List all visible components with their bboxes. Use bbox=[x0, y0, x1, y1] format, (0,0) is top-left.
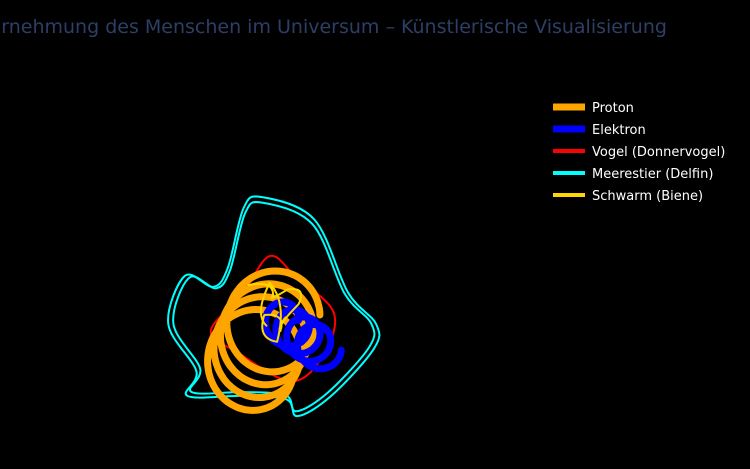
chart-title: Wahrnehmung des Menschen im Universum – … bbox=[0, 16, 667, 38]
legend-label: Schwarm (Biene) bbox=[592, 189, 703, 204]
series-schwarm-biene-line bbox=[247, 281, 303, 343]
legend-item-schwarm-biene[interactable]: Schwarm (Biene) bbox=[553, 189, 703, 204]
legend-item-meerestier-delfin[interactable]: Meerestier (Delfin) bbox=[553, 167, 713, 182]
legend-item-vogel-donnervogel[interactable]: Vogel (Donnervogel) bbox=[553, 145, 725, 160]
legend-label: Elektron bbox=[592, 123, 646, 138]
plot-area bbox=[167, 195, 381, 418]
legend-label: Vogel (Donnervogel) bbox=[592, 145, 725, 160]
legend-label: Meerestier (Delfin) bbox=[592, 167, 713, 182]
legend-item-proton[interactable]: Proton bbox=[553, 101, 634, 116]
series-meerestier-delfin-line-outer bbox=[167, 195, 381, 418]
legend[interactable]: Proton Elektron Vogel (Donnervogel) Meerest… bbox=[553, 101, 725, 204]
series-elektron-line bbox=[261, 298, 345, 373]
legend-item-elektron[interactable]: Elektron bbox=[553, 123, 646, 138]
legend-label: Proton bbox=[592, 101, 634, 116]
